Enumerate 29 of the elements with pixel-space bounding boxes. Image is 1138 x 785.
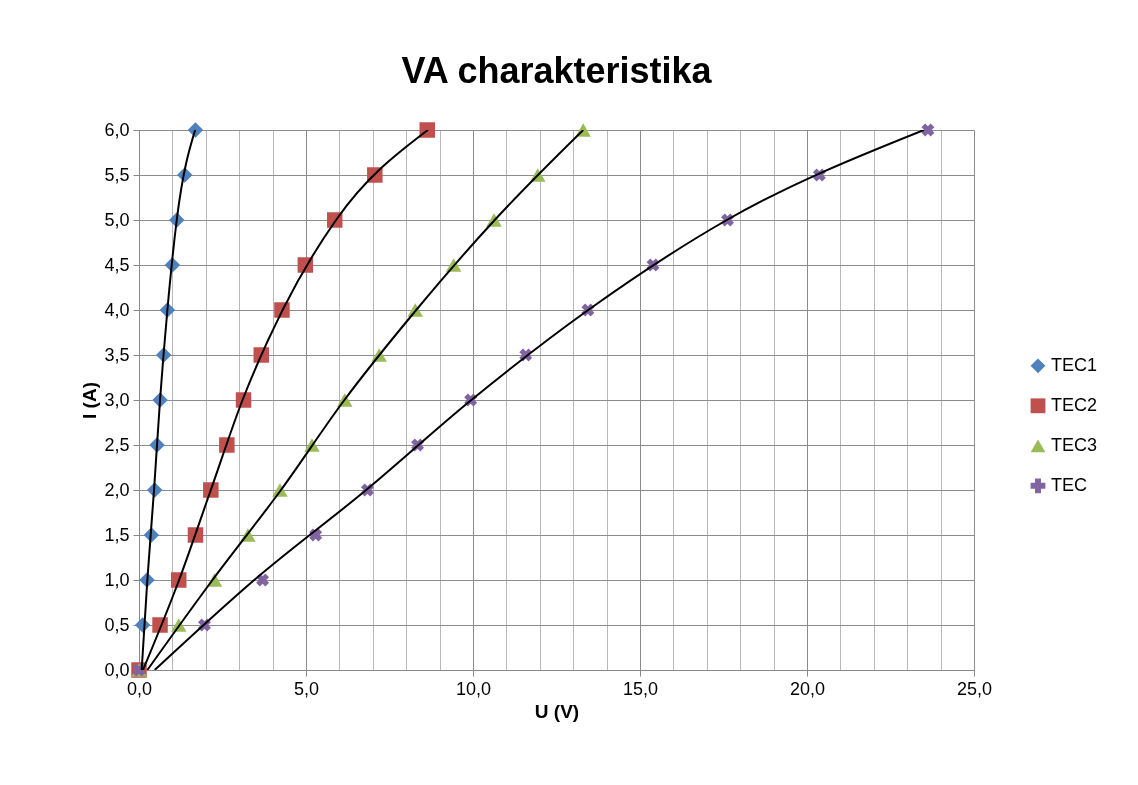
y-tick-label: 3,0 bbox=[104, 389, 130, 410]
point bbox=[921, 123, 935, 137]
legend-label: TEC2 bbox=[1051, 394, 1098, 415]
y-tick-label: 6,0 bbox=[104, 119, 130, 140]
legend-label: TEC1 bbox=[1051, 354, 1098, 375]
legend-label: TEC bbox=[1051, 474, 1087, 495]
x-tick-label: 15,0 bbox=[622, 678, 659, 699]
x-tick-label: 25,0 bbox=[956, 678, 993, 699]
x-axis-title: U (V) bbox=[534, 700, 580, 722]
y-tick-label: 2,0 bbox=[104, 479, 130, 500]
legend-label: TEC3 bbox=[1051, 434, 1098, 455]
y-tick-label: 4,0 bbox=[104, 299, 130, 320]
y-tick-label: 0,5 bbox=[104, 614, 130, 635]
point bbox=[419, 122, 435, 138]
y-tick-label: 2,5 bbox=[104, 434, 130, 455]
y-axis-title: I (A) bbox=[79, 382, 101, 419]
y-tick-label: 0,0 bbox=[104, 659, 130, 680]
y-tick-label: 5,0 bbox=[104, 209, 130, 230]
y-tick-label: 3,5 bbox=[104, 344, 130, 365]
x-tick-label: 10,0 bbox=[455, 678, 492, 699]
y-tick-label: 1,0 bbox=[104, 569, 130, 590]
point bbox=[309, 528, 323, 542]
x-tick-label: 5,0 bbox=[293, 678, 320, 699]
y-tick-label: 5,5 bbox=[104, 164, 130, 185]
x-tick-label: 20,0 bbox=[789, 678, 826, 699]
x-tick-label: 0,0 bbox=[126, 678, 153, 699]
y-tick-label: 1,5 bbox=[104, 524, 130, 545]
y-tick-label: 4,5 bbox=[104, 254, 130, 275]
chart-title: VA charakteristika bbox=[401, 50, 713, 91]
